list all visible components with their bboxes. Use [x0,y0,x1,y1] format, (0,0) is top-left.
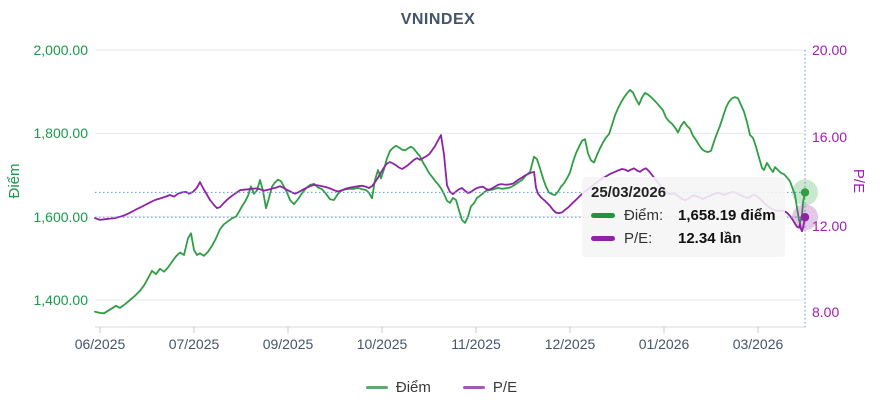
left-axis-tick: 2,000.00 [33,42,89,58]
hover-tooltip: 25/03/2026 Điểm: 1,658.19 điểm P/E: 12.3… [582,177,785,257]
diem-series-swatch-icon [591,213,615,218]
x-axis-tick: 03/2026 [732,336,784,352]
right-axis-tick: 8.00 [812,304,840,320]
left-axis-tick: 1,800.00 [33,125,89,141]
tooltip-diem-value: 1,658.19 điểm [678,207,776,224]
legend-pe-label: P/E [492,379,518,396]
legend-item-pe[interactable]: P/E [462,379,518,396]
pe-series-swatch-icon [591,236,615,241]
right-axis-tick: 12.00 [812,218,848,234]
legend-diem-label: Điểm [395,379,431,396]
x-axis-tick: 09/2025 [262,336,314,352]
tooltip-date: 25/03/2026 [591,184,667,201]
legend-item-diem[interactable]: Điểm [365,379,431,396]
right-axis-tick: 16.00 [812,129,848,145]
x-axis-tick: 06/2025 [74,336,126,352]
tooltip-diem-label: Điểm: [624,207,664,224]
left-axis-title: Điểm [6,163,23,199]
tooltip-pe-label: P/E: [624,230,653,247]
x-axis-tick: 10/2025 [356,336,408,352]
chart-legend: Điểm P/E [0,379,883,396]
x-axis-tick: 07/2025 [168,336,220,352]
x-axis-tick: 01/2026 [638,336,690,352]
diem-legend-line-icon [365,386,388,389]
right-axis-tick: 20.00 [812,42,848,58]
x-axis-tick: 12/2025 [544,336,596,352]
right-axis-title: P/E [850,168,867,194]
x-axis-tick: 11/2025 [451,336,501,352]
pe-legend-line-icon [462,386,485,389]
left-axis-tick: 1,400.00 [33,292,89,308]
tooltip-row-diem: Điểm: 1,658.19 điểm [591,207,776,224]
tooltip-row-pe: P/E: 12.34 lần [591,230,776,247]
left-axis-tick: 1,600.00 [33,209,89,225]
chart-title: VNINDEX [400,11,476,28]
tooltip-pe-value: 12.34 lần [678,230,742,247]
